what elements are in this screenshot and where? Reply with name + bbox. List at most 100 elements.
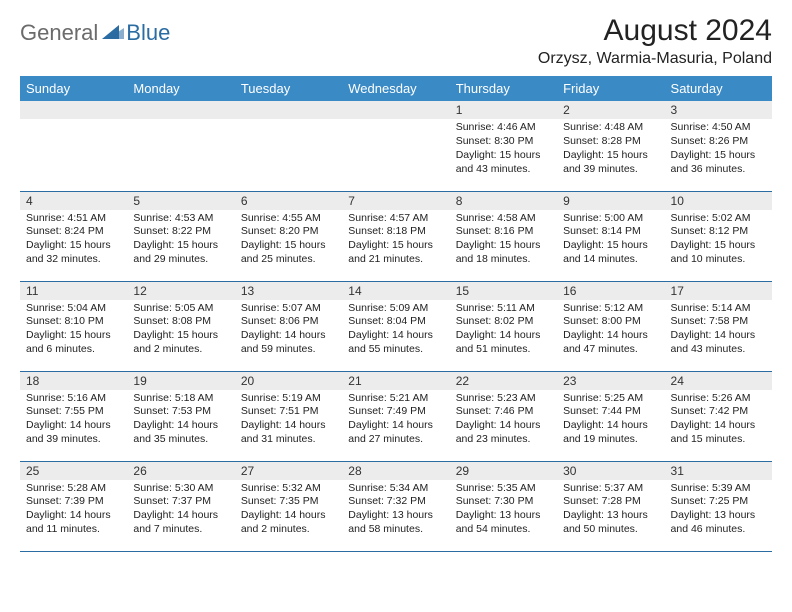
calendar-day-cell: 12Sunrise: 5:05 AMSunset: 8:08 PMDayligh…	[127, 281, 234, 371]
weekday-header: Tuesday	[235, 76, 342, 101]
daylight-line: Daylight: 15 hours and 43 minutes.	[456, 149, 551, 177]
sunrise-line: Sunrise: 5:23 AM	[456, 392, 551, 406]
day-details	[235, 119, 342, 125]
day-number: 14	[342, 282, 449, 300]
sunrise-line: Sunrise: 5:39 AM	[671, 482, 766, 496]
day-number: 17	[665, 282, 772, 300]
calendar-day-cell	[235, 101, 342, 191]
day-details: Sunrise: 4:53 AMSunset: 8:22 PMDaylight:…	[127, 210, 234, 271]
daylight-line: Daylight: 14 hours and 55 minutes.	[348, 329, 443, 357]
day-details: Sunrise: 5:02 AMSunset: 8:12 PMDaylight:…	[665, 210, 772, 271]
calendar-day-cell: 5Sunrise: 4:53 AMSunset: 8:22 PMDaylight…	[127, 191, 234, 281]
day-details: Sunrise: 5:28 AMSunset: 7:39 PMDaylight:…	[20, 480, 127, 541]
calendar-day-cell: 4Sunrise: 4:51 AMSunset: 8:24 PMDaylight…	[20, 191, 127, 281]
sunset-line: Sunset: 7:51 PM	[241, 405, 336, 419]
sunset-line: Sunset: 7:32 PM	[348, 495, 443, 509]
calendar-day-cell: 27Sunrise: 5:32 AMSunset: 7:35 PMDayligh…	[235, 461, 342, 551]
daylight-line: Daylight: 14 hours and 39 minutes.	[26, 419, 121, 447]
day-number: 19	[127, 372, 234, 390]
day-number: 24	[665, 372, 772, 390]
sunrise-line: Sunrise: 5:16 AM	[26, 392, 121, 406]
calendar-day-cell: 16Sunrise: 5:12 AMSunset: 8:00 PMDayligh…	[557, 281, 664, 371]
day-details: Sunrise: 5:07 AMSunset: 8:06 PMDaylight:…	[235, 300, 342, 361]
daylight-line: Daylight: 14 hours and 23 minutes.	[456, 419, 551, 447]
day-details: Sunrise: 5:09 AMSunset: 8:04 PMDaylight:…	[342, 300, 449, 361]
sunset-line: Sunset: 8:22 PM	[133, 225, 228, 239]
calendar-day-cell: 9Sunrise: 5:00 AMSunset: 8:14 PMDaylight…	[557, 191, 664, 281]
sunrise-line: Sunrise: 4:48 AM	[563, 121, 658, 135]
day-details: Sunrise: 5:23 AMSunset: 7:46 PMDaylight:…	[450, 390, 557, 451]
calendar-day-cell	[20, 101, 127, 191]
calendar-day-cell: 19Sunrise: 5:18 AMSunset: 7:53 PMDayligh…	[127, 371, 234, 461]
daylight-line: Daylight: 13 hours and 46 minutes.	[671, 509, 766, 537]
day-details: Sunrise: 5:11 AMSunset: 8:02 PMDaylight:…	[450, 300, 557, 361]
daylight-line: Daylight: 14 hours and 2 minutes.	[241, 509, 336, 537]
sunrise-line: Sunrise: 5:26 AM	[671, 392, 766, 406]
sunrise-line: Sunrise: 5:35 AM	[456, 482, 551, 496]
sunrise-line: Sunrise: 5:19 AM	[241, 392, 336, 406]
daylight-line: Daylight: 13 hours and 54 minutes.	[456, 509, 551, 537]
day-details: Sunrise: 5:25 AMSunset: 7:44 PMDaylight:…	[557, 390, 664, 451]
day-number: 30	[557, 462, 664, 480]
sunset-line: Sunset: 8:30 PM	[456, 135, 551, 149]
day-details: Sunrise: 5:35 AMSunset: 7:30 PMDaylight:…	[450, 480, 557, 541]
sunrise-line: Sunrise: 4:57 AM	[348, 212, 443, 226]
calendar-day-cell	[127, 101, 234, 191]
calendar-week-row: 1Sunrise: 4:46 AMSunset: 8:30 PMDaylight…	[20, 101, 772, 191]
calendar-day-cell: 10Sunrise: 5:02 AMSunset: 8:12 PMDayligh…	[665, 191, 772, 281]
daylight-line: Daylight: 14 hours and 7 minutes.	[133, 509, 228, 537]
sunrise-line: Sunrise: 5:00 AM	[563, 212, 658, 226]
sunset-line: Sunset: 7:35 PM	[241, 495, 336, 509]
sunset-line: Sunset: 8:10 PM	[26, 315, 121, 329]
sunrise-line: Sunrise: 5:07 AM	[241, 302, 336, 316]
sunset-line: Sunset: 7:30 PM	[456, 495, 551, 509]
daylight-line: Daylight: 14 hours and 11 minutes.	[26, 509, 121, 537]
brand-triangle-icon	[102, 22, 124, 45]
sunset-line: Sunset: 8:26 PM	[671, 135, 766, 149]
weekday-header: Thursday	[450, 76, 557, 101]
title-block: August 2024 Orzysz, Warmia-Masuria, Pola…	[538, 14, 772, 68]
calendar-day-cell: 14Sunrise: 5:09 AMSunset: 8:04 PMDayligh…	[342, 281, 449, 371]
day-details: Sunrise: 5:37 AMSunset: 7:28 PMDaylight:…	[557, 480, 664, 541]
sunset-line: Sunset: 7:44 PM	[563, 405, 658, 419]
sunrise-line: Sunrise: 5:11 AM	[456, 302, 551, 316]
brand-logo: General Blue	[20, 20, 170, 46]
day-number: 15	[450, 282, 557, 300]
calendar-day-cell: 26Sunrise: 5:30 AMSunset: 7:37 PMDayligh…	[127, 461, 234, 551]
sunset-line: Sunset: 7:49 PM	[348, 405, 443, 419]
calendar-week-row: 11Sunrise: 5:04 AMSunset: 8:10 PMDayligh…	[20, 281, 772, 371]
day-details: Sunrise: 5:26 AMSunset: 7:42 PMDaylight:…	[665, 390, 772, 451]
sunrise-line: Sunrise: 5:04 AM	[26, 302, 121, 316]
calendar-day-cell: 23Sunrise: 5:25 AMSunset: 7:44 PMDayligh…	[557, 371, 664, 461]
sunrise-line: Sunrise: 5:28 AM	[26, 482, 121, 496]
calendar-day-cell: 25Sunrise: 5:28 AMSunset: 7:39 PMDayligh…	[20, 461, 127, 551]
day-details: Sunrise: 5:12 AMSunset: 8:00 PMDaylight:…	[557, 300, 664, 361]
day-number: 9	[557, 192, 664, 210]
day-details: Sunrise: 4:50 AMSunset: 8:26 PMDaylight:…	[665, 119, 772, 180]
sunset-line: Sunset: 8:04 PM	[348, 315, 443, 329]
sunrise-line: Sunrise: 5:30 AM	[133, 482, 228, 496]
sunset-line: Sunset: 8:20 PM	[241, 225, 336, 239]
calendar-day-cell: 30Sunrise: 5:37 AMSunset: 7:28 PMDayligh…	[557, 461, 664, 551]
daylight-line: Daylight: 15 hours and 21 minutes.	[348, 239, 443, 267]
sunset-line: Sunset: 8:16 PM	[456, 225, 551, 239]
day-number: 13	[235, 282, 342, 300]
sunset-line: Sunset: 7:28 PM	[563, 495, 658, 509]
daylight-line: Daylight: 14 hours and 15 minutes.	[671, 419, 766, 447]
sunrise-line: Sunrise: 5:14 AM	[671, 302, 766, 316]
day-number: 31	[665, 462, 772, 480]
calendar-day-cell: 6Sunrise: 4:55 AMSunset: 8:20 PMDaylight…	[235, 191, 342, 281]
day-details: Sunrise: 5:39 AMSunset: 7:25 PMDaylight:…	[665, 480, 772, 541]
sunset-line: Sunset: 8:08 PM	[133, 315, 228, 329]
daylight-line: Daylight: 14 hours and 27 minutes.	[348, 419, 443, 447]
day-details: Sunrise: 4:58 AMSunset: 8:16 PMDaylight:…	[450, 210, 557, 271]
sunrise-line: Sunrise: 4:58 AM	[456, 212, 551, 226]
daylight-line: Daylight: 13 hours and 50 minutes.	[563, 509, 658, 537]
day-number: 27	[235, 462, 342, 480]
day-details: Sunrise: 5:04 AMSunset: 8:10 PMDaylight:…	[20, 300, 127, 361]
day-details: Sunrise: 4:57 AMSunset: 8:18 PMDaylight:…	[342, 210, 449, 271]
sunrise-line: Sunrise: 4:51 AM	[26, 212, 121, 226]
sunset-line: Sunset: 7:53 PM	[133, 405, 228, 419]
calendar-week-row: 25Sunrise: 5:28 AMSunset: 7:39 PMDayligh…	[20, 461, 772, 551]
day-details: Sunrise: 5:21 AMSunset: 7:49 PMDaylight:…	[342, 390, 449, 451]
